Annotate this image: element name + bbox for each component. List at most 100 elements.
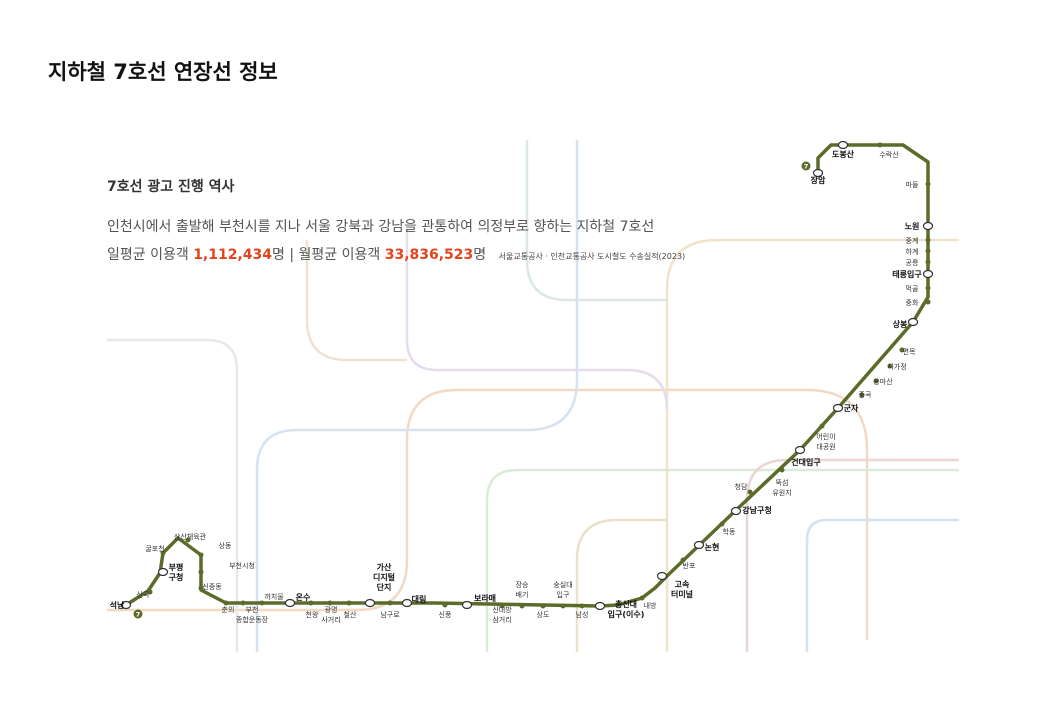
station-marker[interactable] <box>656 571 668 581</box>
station-marker[interactable] <box>925 181 931 187</box>
station-marker[interactable] <box>560 603 566 609</box>
station-50[interactable]: 굴포천 <box>145 544 166 556</box>
station-36[interactable]: 대림 <box>401 594 427 608</box>
station-marker[interactable] <box>198 585 204 591</box>
station-13[interactable]: 면목 <box>899 347 916 356</box>
station-47[interactable]: 부천시청 <box>198 561 255 575</box>
station-marker[interactable] <box>579 603 585 609</box>
station-marker[interactable] <box>747 489 753 495</box>
station-marker[interactable] <box>887 363 893 369</box>
station-7[interactable]: 하계 <box>906 247 931 256</box>
station-marker[interactable] <box>925 248 931 254</box>
station-34[interactable]: 보라매 <box>461 593 497 610</box>
station-25[interactable]: 반포 <box>680 557 696 571</box>
station-4[interactable]: 마들 <box>906 180 931 189</box>
station-marker[interactable] <box>327 600 333 606</box>
station-marker[interactable] <box>639 595 645 601</box>
station-14[interactable]: 사가정 <box>887 362 906 371</box>
station-48[interactable]: 상동 <box>198 541 232 558</box>
station-marker[interactable] <box>779 467 785 473</box>
station-marker[interactable] <box>812 168 824 178</box>
station-3[interactable]: 수락산 <box>877 142 900 160</box>
station-marker[interactable] <box>693 540 705 550</box>
station-marker[interactable] <box>922 269 934 279</box>
station-52[interactable]: 산곡 <box>137 589 153 600</box>
station-24[interactable]: 논현 <box>693 540 720 553</box>
station-marker[interactable] <box>240 600 246 606</box>
station-marker[interactable] <box>346 600 352 606</box>
station-9[interactable]: 태릉입구 <box>892 269 934 279</box>
station-53[interactable]: 석남 <box>110 600 132 610</box>
station-5[interactable]: 노원 <box>905 221 934 231</box>
station-marker[interactable] <box>594 601 606 611</box>
station-marker[interactable] <box>680 557 686 563</box>
station-marker[interactable] <box>401 598 413 608</box>
station-marker[interactable] <box>198 552 204 558</box>
station-11[interactable]: 중화 <box>906 299 931 307</box>
station-marker[interactable] <box>223 600 229 606</box>
station-marker[interactable] <box>160 550 166 556</box>
station-32[interactable]: 장승 배기 <box>516 580 529 609</box>
station-marker[interactable] <box>719 521 725 527</box>
station-26[interactable]: 고속 터미널 <box>656 571 694 600</box>
station-51[interactable]: 부평 구청 <box>157 562 184 582</box>
station-marker[interactable] <box>185 537 191 543</box>
station-marker[interactable] <box>147 589 153 595</box>
station-12[interactable]: 상봉 <box>893 317 919 330</box>
station-2[interactable]: 도봉산 <box>832 140 855 160</box>
station-marker[interactable] <box>120 600 132 610</box>
station-39[interactable]: 철산 <box>344 600 357 620</box>
station-8[interactable]: 공릉 <box>906 259 931 267</box>
station-15[interactable]: 용마산 <box>873 377 893 386</box>
station-41[interactable]: 천왕 <box>306 600 319 620</box>
station-marker[interactable] <box>877 142 883 148</box>
station-23[interactable]: 학동 <box>719 521 736 537</box>
station-marker[interactable] <box>794 445 806 455</box>
station-46[interactable]: 신중동 <box>198 582 223 591</box>
station-marker[interactable] <box>540 603 546 609</box>
station-38[interactable]: 가산 디지털 단지 <box>364 562 396 608</box>
station-marker[interactable] <box>922 221 934 231</box>
station-49[interactable]: 삼산체육관 <box>174 532 207 543</box>
station-44[interactable]: 부천 종합운동장 <box>236 600 269 625</box>
station-marker[interactable] <box>198 569 204 575</box>
station-37[interactable]: 남구로 <box>380 600 400 620</box>
station-20[interactable]: 뚝섬 유원지 <box>772 467 792 498</box>
station-17[interactable]: 군자 <box>832 403 859 413</box>
station-marker[interactable] <box>499 603 505 609</box>
station-16[interactable]: 중곡 <box>859 391 872 399</box>
station-marker[interactable] <box>308 600 314 606</box>
station-10[interactable]: 먹골 <box>906 284 931 293</box>
station-43[interactable]: 까치울 <box>259 592 285 606</box>
station-45[interactable]: 춘의 <box>222 600 235 615</box>
station-marker[interactable] <box>873 378 879 384</box>
station-33[interactable]: 신대방 삼거리 <box>492 603 512 625</box>
station-42[interactable]: 온수 <box>284 593 311 608</box>
station-marker[interactable] <box>899 347 905 353</box>
station-marker[interactable] <box>461 600 473 610</box>
station-marker[interactable] <box>832 403 844 413</box>
station-22[interactable]: 강남구청 <box>730 505 772 516</box>
station-6[interactable]: 중계 <box>906 236 931 245</box>
station-1[interactable]: 장암 <box>811 168 826 186</box>
station-28[interactable]: 총신대 입구(이수) <box>594 599 645 619</box>
station-29[interactable]: 남성 <box>576 603 589 620</box>
station-marker[interactable] <box>730 506 742 516</box>
station-40[interactable]: 광명 사거리 <box>321 600 341 625</box>
station-18[interactable]: 어린이 대공원 <box>816 423 836 452</box>
station-35[interactable]: 신풍 <box>439 602 452 620</box>
station-21[interactable]: 청담 <box>735 482 753 495</box>
station-marker[interactable] <box>837 140 849 150</box>
station-marker[interactable] <box>364 598 376 608</box>
station-marker[interactable] <box>925 299 931 305</box>
station-marker[interactable] <box>859 392 865 398</box>
station-marker[interactable] <box>925 259 931 265</box>
station-marker[interactable] <box>925 237 931 243</box>
station-marker[interactable] <box>907 317 919 327</box>
station-marker[interactable] <box>925 285 931 291</box>
station-marker[interactable] <box>157 567 169 577</box>
station-30[interactable]: 숭실대 입구 <box>553 580 573 609</box>
station-marker[interactable] <box>819 423 825 429</box>
station-19[interactable]: 건대입구 <box>791 445 821 468</box>
station-marker[interactable] <box>284 598 296 608</box>
